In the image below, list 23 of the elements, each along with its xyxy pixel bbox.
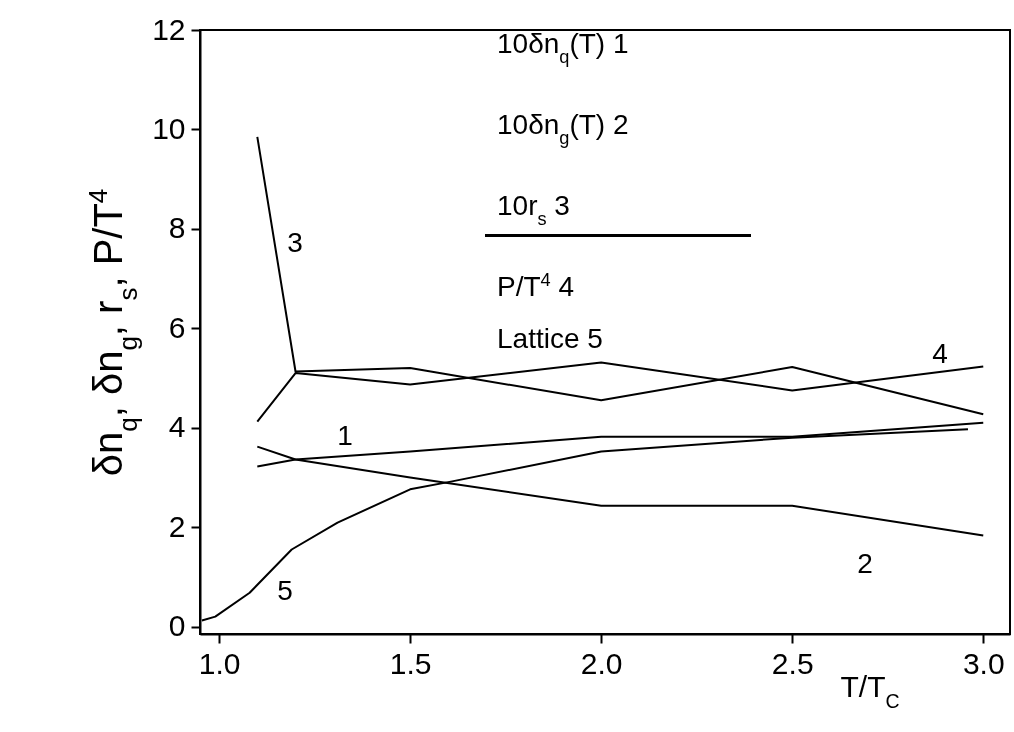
y-tick-label: 6 [168, 310, 186, 344]
y-tick-label: 8 [168, 211, 186, 245]
x-tick-label: 2.5 [771, 646, 814, 680]
y-tick-label: 2 [168, 509, 186, 543]
annotation: 4 [932, 338, 948, 369]
annotation: 10δn$_{g}$(T) 2 [497, 109, 629, 148]
y-tick-label: 10 [152, 111, 186, 145]
annotation: Lattice 5 [497, 323, 603, 354]
annotation: 5 [277, 575, 293, 606]
x-axis-title: T/T$_{C}$ [840, 669, 900, 712]
annotation: 3 [287, 227, 303, 258]
annotation: 2 [857, 548, 873, 579]
y-tick-label: 0 [168, 609, 186, 643]
annotation: 10r$_{s}$ 3 [497, 190, 570, 229]
x-tick-label: 3.0 [962, 646, 1005, 680]
annotation: P/T$^{4}$ 4 [497, 270, 575, 302]
x-tick-label: 1.0 [198, 646, 241, 680]
annotation: 1 [337, 420, 353, 451]
y-tick-label: 12 [152, 12, 186, 46]
x-tick-label: 2.0 [580, 646, 623, 680]
y-tick-label: 4 [168, 410, 186, 444]
x-tick-label: 1.5 [389, 646, 432, 680]
annotation: 10δn$_{q}$(T) 1 [497, 28, 629, 67]
